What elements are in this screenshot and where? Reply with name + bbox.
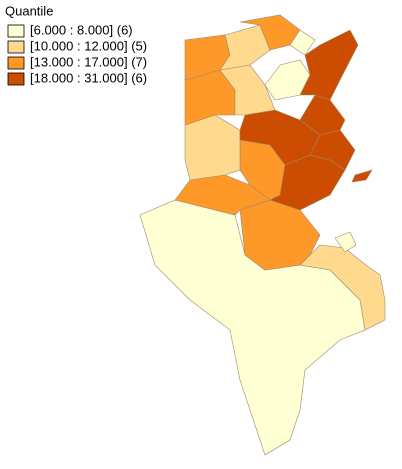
- region: [351, 169, 373, 183]
- region: [299, 244, 386, 331]
- region: [289, 29, 316, 56]
- region: [239, 109, 321, 166]
- region: [334, 231, 357, 253]
- legend-label: [13.000 : 17.000] (7): [30, 54, 147, 69]
- legend-swatch: [7, 56, 25, 70]
- region: [299, 29, 359, 101]
- legend-swatch: [7, 24, 25, 38]
- regions: [139, 14, 386, 456]
- legend-label: [10.000 : 12.000] (5): [30, 38, 147, 53]
- region: [184, 114, 241, 181]
- legend-label: [18.000 : 31.000] (6): [30, 70, 147, 85]
- region: [219, 64, 276, 116]
- legend: [6.000 : 8.000] (6)[10.000 : 12.000] (5)…: [7, 22, 147, 86]
- legend-label: [6.000 : 8.000] (6): [30, 22, 133, 37]
- legend-swatch: [7, 40, 25, 54]
- legend-title: Quantile: [5, 3, 53, 18]
- legend-swatch: [7, 72, 25, 86]
